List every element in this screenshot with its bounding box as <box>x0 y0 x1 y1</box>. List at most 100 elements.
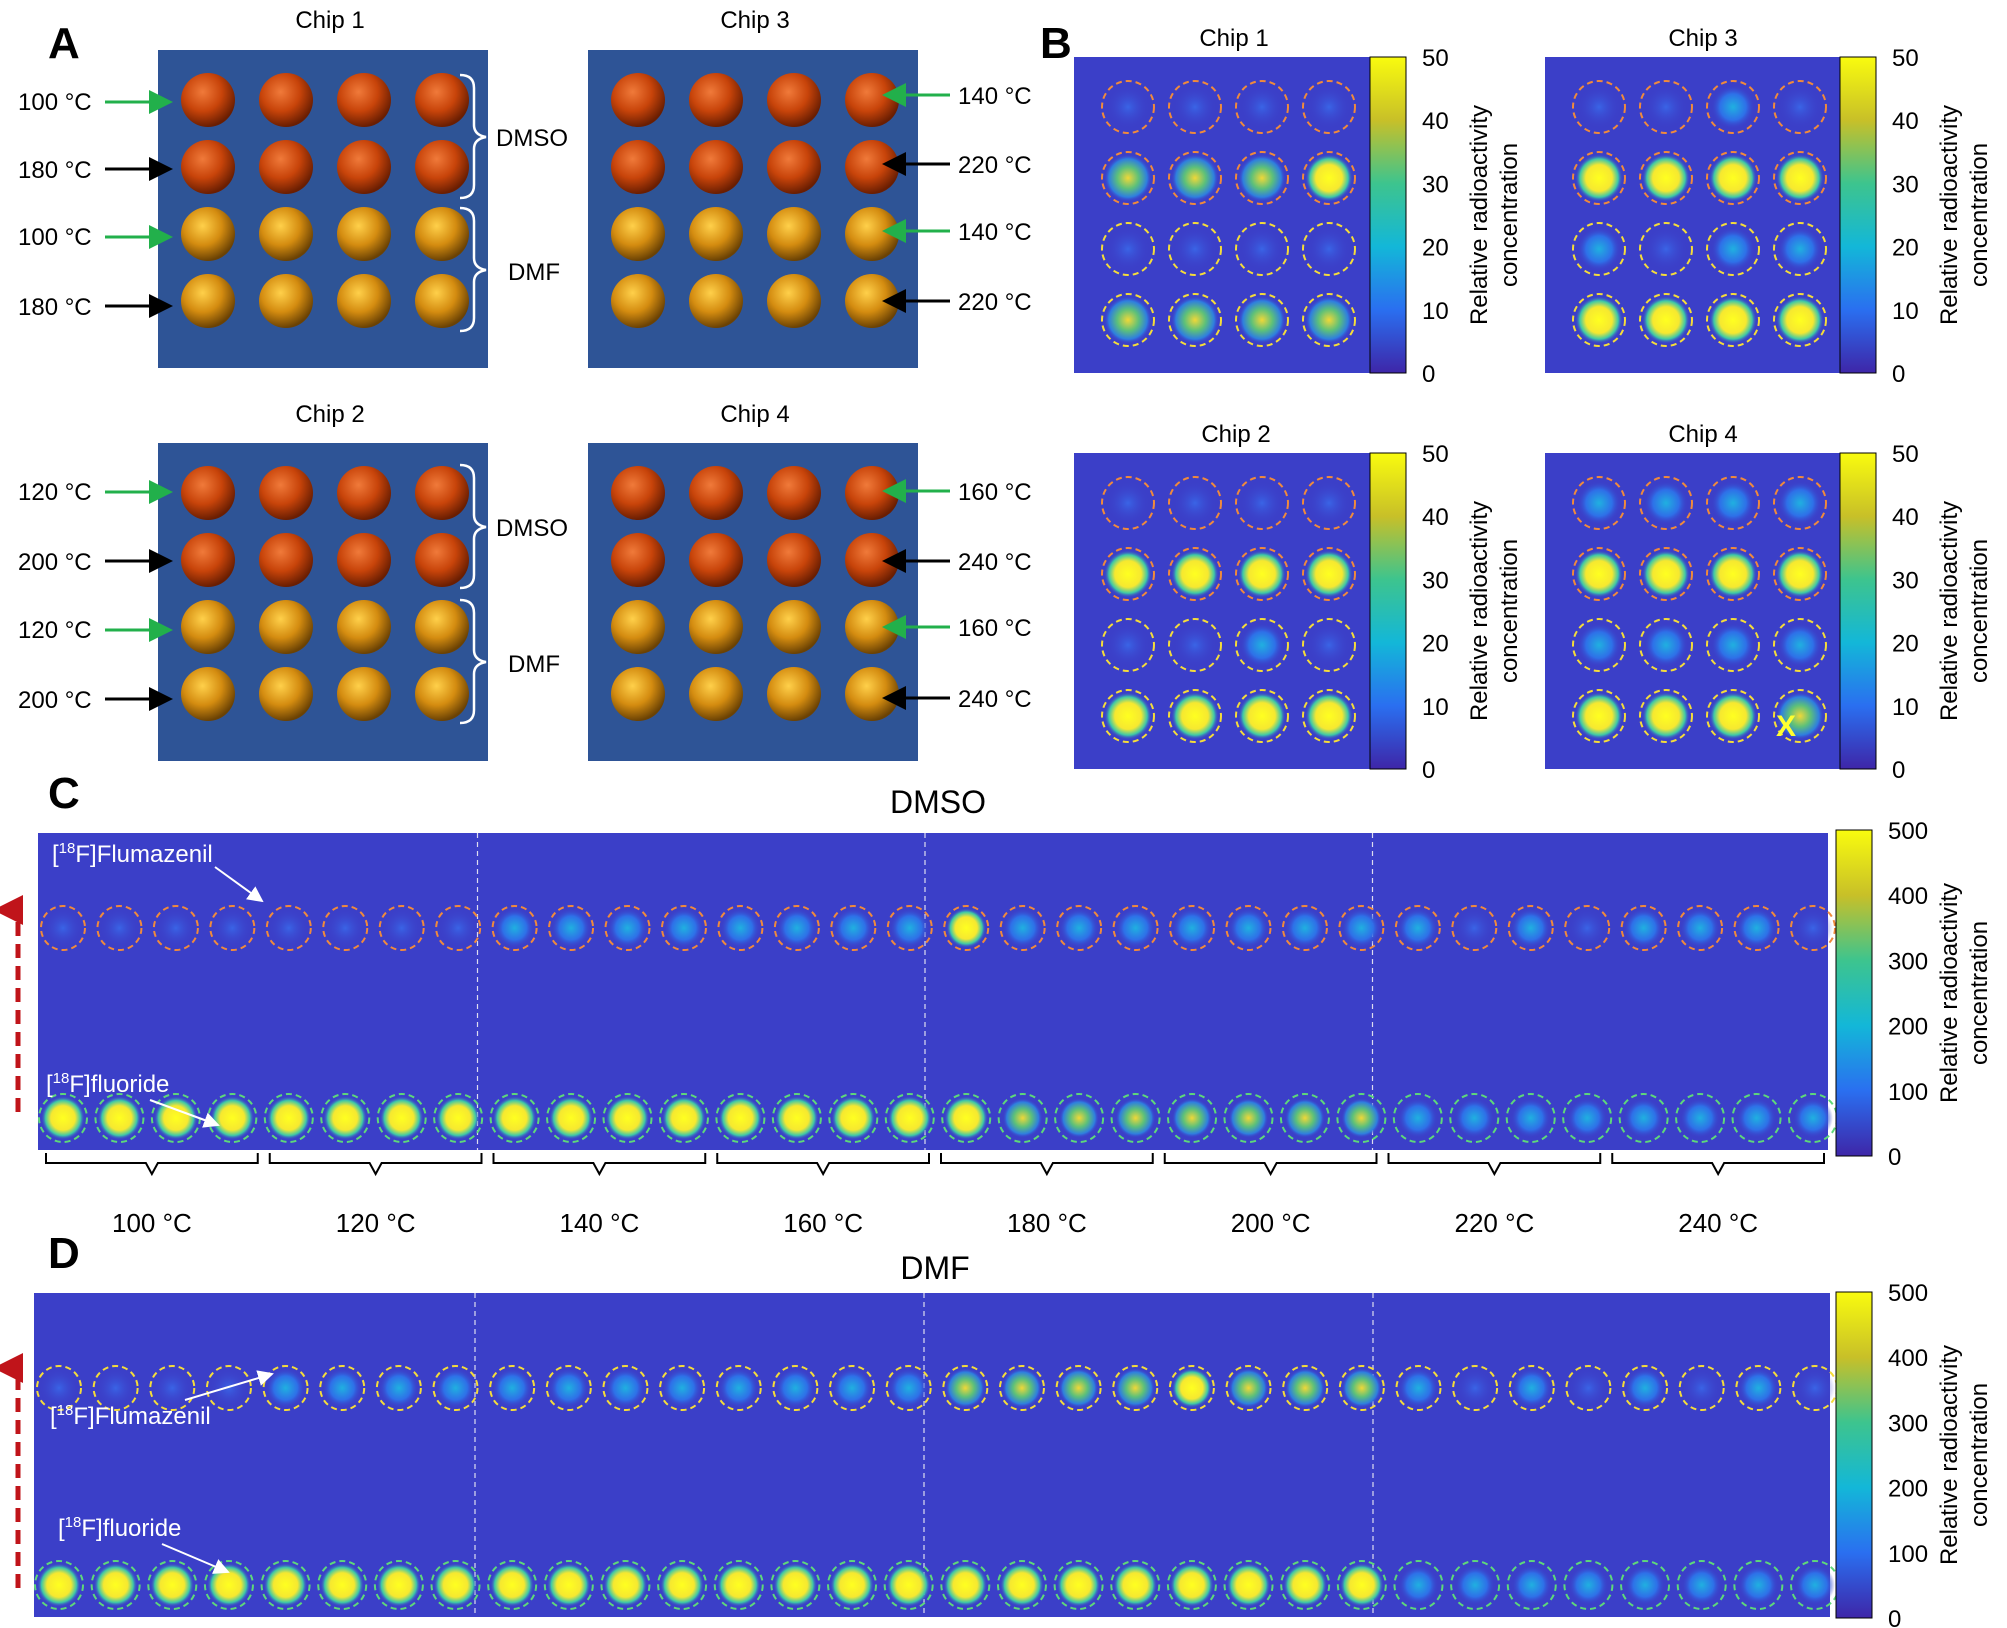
well-outline <box>1302 547 1356 601</box>
bottom-lane-outline <box>1392 1093 1443 1143</box>
top-lane-outline <box>92 1365 139 1411</box>
bottom-lane-outline <box>884 1093 935 1143</box>
dmso-well <box>259 140 313 194</box>
chip1-temperature-labels: 100 °C 180 °C 100 °C 180 °C <box>18 89 92 321</box>
fluoride-spot <box>320 1563 365 1607</box>
radioactivity-spot <box>1240 227 1284 271</box>
fluoride-spot <box>1454 1098 1495 1138</box>
well-outline <box>1572 476 1626 530</box>
radioactivity-spot <box>1171 296 1219 344</box>
well-outline <box>1773 476 1827 530</box>
radioactivity-spot <box>1106 481 1150 525</box>
bottom-lane-outline <box>487 1560 538 1610</box>
top-lane-outline <box>40 905 86 951</box>
bottom-lane-outline <box>1620 1560 1671 1610</box>
flumazenil-spot <box>551 908 592 948</box>
bottom-lane-outline <box>1336 1093 1387 1143</box>
bottom-lane-outline <box>602 1093 653 1143</box>
flumazenil-spot <box>381 908 422 948</box>
radioactivity-spot <box>1575 154 1623 202</box>
top-lane-outline <box>830 905 877 951</box>
radioactivity-spot <box>1240 481 1284 525</box>
well-outline <box>1639 80 1693 134</box>
well-outline <box>1302 689 1356 743</box>
radioactivity-spot <box>1709 550 1757 598</box>
top-lane-outline <box>1282 1365 1329 1411</box>
colorbar-tick-label: 30 <box>1892 567 1919 594</box>
top-lane-outline <box>209 905 256 951</box>
flumazenil-spot <box>1736 908 1777 948</box>
bottom-lane-outline <box>658 1093 709 1143</box>
flumazenil-spot <box>1115 1368 1156 1408</box>
colorbar-label: concentration <box>1966 1383 1993 1527</box>
dmso-well <box>689 533 743 587</box>
bottom-lane-outline <box>1505 1093 1556 1143</box>
colorbar-tick-label: 30 <box>1422 171 1449 198</box>
bottom-lane-outline <box>1506 1560 1557 1610</box>
white-pointer-arrow <box>149 1099 220 1128</box>
colorbar-gradient <box>1369 56 1407 374</box>
flumazenil-spot <box>946 908 987 948</box>
well-outline <box>1168 476 1222 530</box>
dmf-well <box>845 600 899 654</box>
colorbar-tick-label: 100 <box>1888 1541 1928 1568</box>
fluoride-spot <box>490 1563 535 1607</box>
colorbar-tick-label: 0 <box>1888 1606 1901 1628</box>
well-outline <box>1572 689 1626 743</box>
colorbar-tick-label: 20 <box>1892 631 1919 658</box>
flumazenil-spot <box>1228 1368 1269 1408</box>
flumazenil-spot <box>494 908 535 948</box>
well-outline <box>1639 547 1693 601</box>
flumazenil-spot <box>212 908 253 948</box>
dmso-well <box>845 73 899 127</box>
fluoride-spot <box>830 1563 875 1607</box>
dmf-well <box>415 600 469 654</box>
well-outline <box>1773 689 1827 743</box>
well-outline <box>1639 293 1693 347</box>
colorbar-tick-label: 30 <box>1422 567 1449 594</box>
dmf-well <box>259 207 313 261</box>
radioactivity-spot <box>1711 623 1755 667</box>
well-outline <box>1706 222 1760 276</box>
colorbar-tick-label: 40 <box>1892 108 1919 135</box>
top-lane-outline <box>1735 1365 1782 1411</box>
radioactivity-spot <box>1307 623 1351 667</box>
colorbar-tick-label: 0 <box>1422 757 1435 784</box>
bottom-lane-outline <box>1166 1560 1217 1610</box>
dmso-tlc-radioactivity-strip <box>38 833 1838 1150</box>
flumazenil-spot <box>720 908 761 948</box>
bottom-lane-outline <box>770 1560 821 1610</box>
well-outline <box>1706 293 1760 347</box>
colorbar-label: Relative radioactivity <box>1936 501 1963 721</box>
dmf-well <box>337 600 391 654</box>
radioactivity-spot <box>1173 227 1217 271</box>
colorbar-tick-label: 0 <box>1892 757 1905 784</box>
chip3-title-b: Chip 3 <box>1668 25 1737 52</box>
flumazenil-spot <box>1511 1368 1552 1408</box>
colorbar-gradient <box>1839 56 1877 374</box>
well-outline <box>1235 618 1289 672</box>
flumazenil-spot <box>945 1368 986 1408</box>
flumazenil-spot <box>662 1368 703 1408</box>
chip3-radioactivity-image <box>1545 57 1841 373</box>
radioactivity-spot <box>1644 623 1688 667</box>
colorbar-label: Relative radioactivity <box>1936 1345 1963 1565</box>
bottom-lane-outline <box>1167 1093 1218 1143</box>
fluoride-spot <box>1056 1563 1101 1607</box>
fluoride-spot <box>1341 1098 1382 1138</box>
fluoride-spot <box>1398 1565 1439 1605</box>
flumazenil-spot <box>1172 908 1213 948</box>
bottom-lane-outline <box>543 1560 594 1610</box>
colorbar-tick-label: 40 <box>1892 504 1919 531</box>
top-lane-outline <box>999 905 1046 951</box>
top-lane-outline <box>1733 905 1780 951</box>
radioactivity-spot <box>1776 154 1824 202</box>
bottom-lane-outline <box>996 1560 1047 1610</box>
radioactivity-spot <box>1106 85 1150 129</box>
temperature-label: 120 °C <box>336 1208 416 1238</box>
dmf-well <box>181 600 235 654</box>
flumazenil-spot <box>378 1368 419 1408</box>
radioactivity-spot <box>1644 85 1688 129</box>
bottom-lane-outline <box>883 1560 934 1610</box>
